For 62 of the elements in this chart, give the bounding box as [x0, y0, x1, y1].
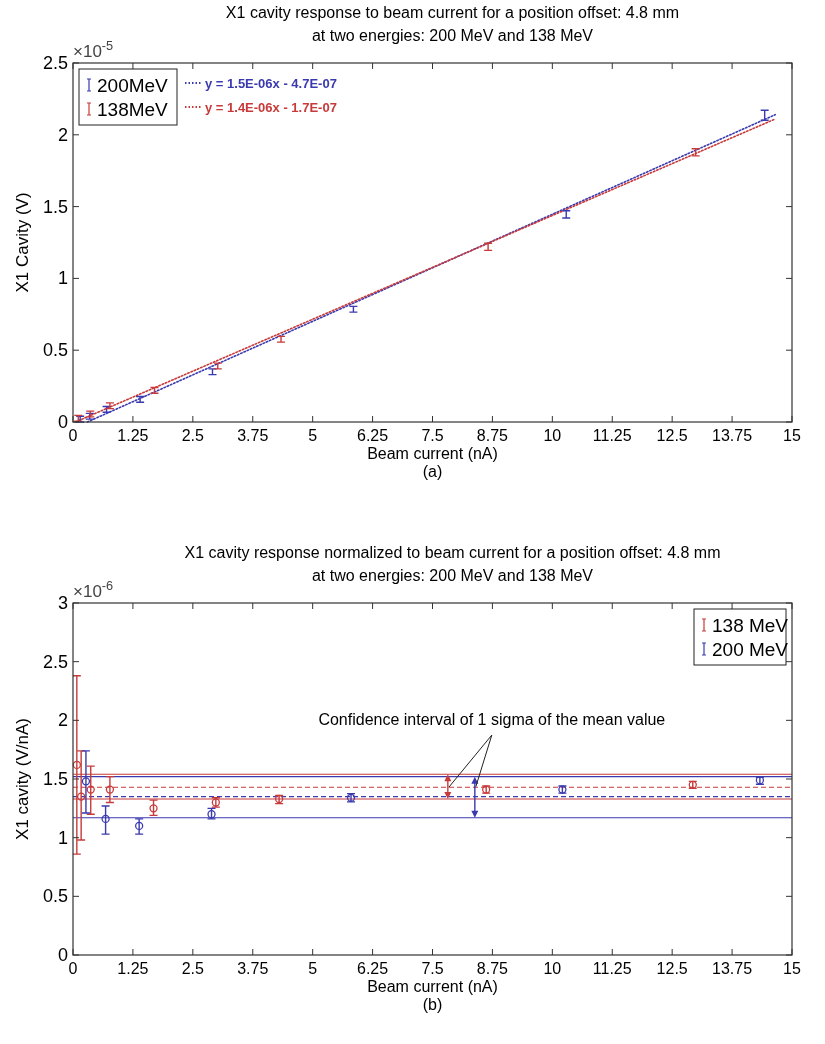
- chart-subtitle: at two energies: 200 MeV and 138 MeV: [311, 567, 594, 584]
- point: [86, 785, 95, 794]
- text: ×10$^{-5}$: [73, 37, 114, 61]
- x-tick-label: 12.5: [656, 427, 688, 444]
- x-tick-label: 7.5: [421, 960, 444, 977]
- y-tick-label: 3: [57, 593, 68, 613]
- point: [77, 792, 86, 801]
- y-tick-label: 1: [57, 268, 68, 289]
- annotation: Confidence interval of 1 sigma of the mean value: [318, 711, 666, 728]
- x-tick-label: 1.25: [117, 960, 149, 977]
- x-tick-label: 10: [543, 427, 562, 444]
- x-tick-label: 13.75: [712, 427, 753, 444]
- text: (a): [422, 463, 443, 480]
- y-tick-label: 2.5: [42, 651, 68, 672]
- legend-label: 200 MeV: [712, 639, 789, 660]
- y-tick-label: 2.5: [42, 53, 68, 73]
- point: [72, 760, 81, 770]
- x-tick-label: 12.5: [656, 960, 688, 977]
- x-axis-title: Beam current (nA): [367, 978, 498, 995]
- x-tick-label: 13.75: [712, 960, 753, 977]
- x-tick-label: 5: [308, 960, 318, 977]
- y-tick-label: 1.5: [42, 196, 68, 217]
- y-tick-label: 2: [57, 710, 68, 731]
- x-tick-label: 11.25: [592, 427, 632, 444]
- x-tick-label: 6.25: [357, 427, 389, 444]
- x-tick-label: 7.5: [421, 427, 444, 444]
- y-tick-label: 0.5: [42, 340, 68, 361]
- y-axis-title: X1 Cavity (V): [13, 192, 32, 293]
- chart-subtitle: at two energies: 200 MeV and 138 MeV: [311, 27, 594, 44]
- point: [101, 814, 110, 824]
- chart-title: X1 cavity response to beam current for a position offset: 4.8 mm: [225, 4, 680, 21]
- point: [105, 785, 115, 794]
- y-tick-label: 1: [57, 827, 68, 848]
- x-tick-label: 2.5: [181, 427, 205, 444]
- x-tick-label: 3.75: [237, 427, 269, 444]
- point: [149, 804, 158, 813]
- text: (b): [422, 996, 443, 1013]
- legend-label: 138MeV: [97, 99, 169, 120]
- x-tick-label: 11.25: [592, 960, 632, 977]
- x-tick-label: 2.5: [181, 960, 205, 977]
- y-tick-label: 2: [57, 124, 68, 145]
- x-tick-label: 3.75: [237, 960, 269, 977]
- point: [81, 777, 91, 786]
- x-tick-label: 15: [783, 960, 801, 977]
- x-tick-label: 8.75: [476, 960, 509, 977]
- text: ×10$^{-6}$: [73, 577, 114, 601]
- legend-label: y = 1.4E-06x - 1.7E-07: [205, 100, 337, 115]
- x-axis-title: Beam current (nA): [367, 445, 498, 462]
- x-tick-label: 10: [543, 960, 562, 977]
- point: [135, 821, 144, 831]
- legend-label: 138 MeV: [712, 615, 789, 636]
- x-tick-label: 5: [308, 427, 318, 444]
- x-tick-label: 1.25: [117, 427, 149, 444]
- legend-label: y = 1.5E-06x - 4.7E-07: [205, 76, 337, 91]
- legend-label: 200MeV: [97, 75, 169, 96]
- x-tick-label: 15: [783, 427, 801, 444]
- chart-title: X1 cavity response normalized to beam current for a position offset: 4.8 mm: [184, 544, 721, 561]
- x-tick-label: 6.25: [357, 960, 389, 977]
- y-axis-title: X1 cavity (V/nA): [13, 718, 32, 840]
- y-tick-label: 0.5: [42, 886, 68, 907]
- x-tick-label: 8.75: [476, 427, 509, 444]
- y-tick-label: 1.5: [42, 769, 68, 789]
